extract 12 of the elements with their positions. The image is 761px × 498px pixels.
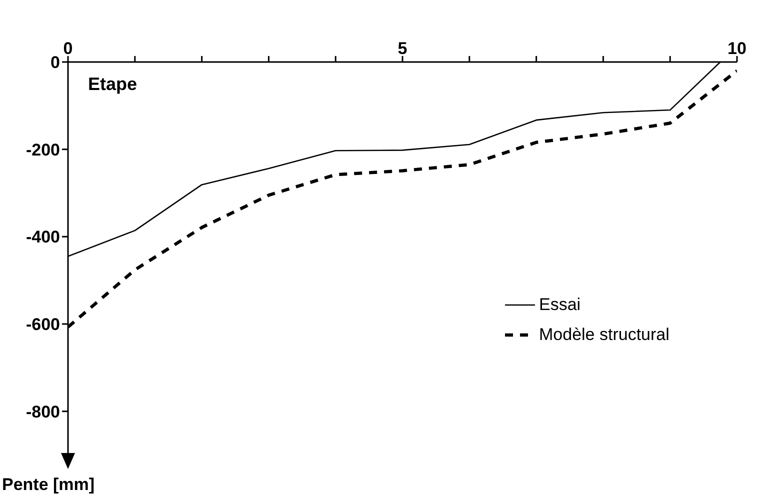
y-tick-label: -800 xyxy=(26,402,60,422)
legend-label: Essai xyxy=(539,294,581,316)
x-tick-label: 0 xyxy=(63,39,73,58)
x-tick-label: 5 xyxy=(398,39,408,58)
legend-label: Modèle structural xyxy=(539,324,670,346)
y-tick-label: 0 xyxy=(50,53,60,72)
x-tick-label: 10 xyxy=(728,39,746,58)
y-tick-label: -600 xyxy=(26,315,60,334)
y-tick-label: -200 xyxy=(26,140,60,160)
x-axis-title: Etape xyxy=(88,74,138,95)
y-tick-label: -400 xyxy=(26,228,60,247)
y-axis-title: Pente [mm] xyxy=(2,475,95,495)
